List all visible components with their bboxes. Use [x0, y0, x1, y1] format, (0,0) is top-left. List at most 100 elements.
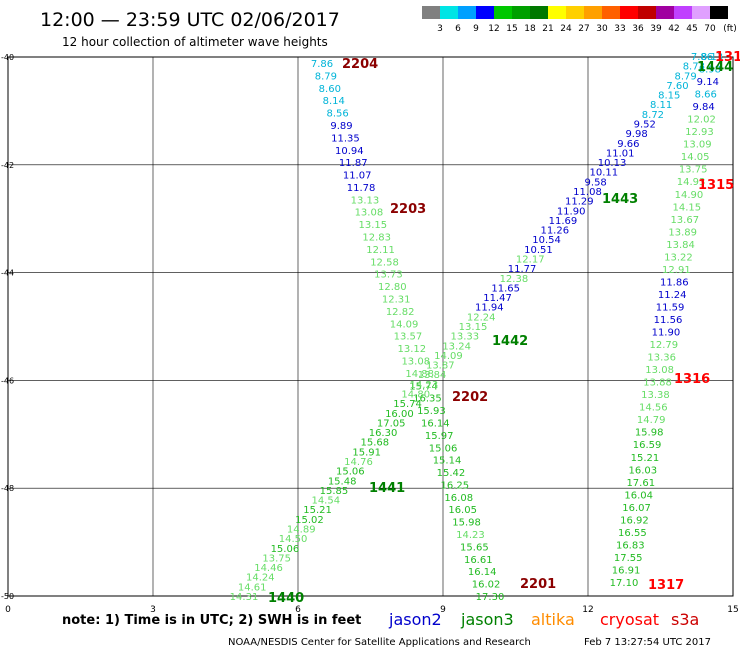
wave-height-value: 11.69	[549, 216, 578, 227]
wave-height-value: 11.35	[331, 133, 360, 144]
wave-height-value: 9.14	[697, 77, 719, 88]
wave-height-value: 14.88	[405, 369, 434, 380]
wave-height-value: 13.15	[459, 322, 488, 333]
pass-label: 1443	[602, 192, 638, 207]
pass-label: 1442	[492, 334, 528, 349]
legend-label: 36	[632, 24, 644, 34]
wave-height-value: 9.52	[634, 120, 656, 131]
grid-lines	[8, 57, 733, 596]
x-tick-label: 9	[440, 605, 446, 615]
legend-label: 12	[488, 24, 499, 34]
wave-height-value: 16.30	[369, 428, 398, 439]
wave-height-points: 7.868.798.608.148.569.8911.3510.9411.871…	[230, 52, 723, 603]
legend-swatch	[692, 6, 710, 19]
wave-height-value: 15.06	[336, 467, 365, 478]
wave-height-value: 7.86	[311, 59, 333, 70]
legend-label: 39	[650, 24, 662, 34]
x-tick-label: 15	[727, 605, 738, 615]
wave-height-value: 15.06	[429, 443, 458, 454]
wave-height-value: 11.24	[658, 290, 687, 301]
satellite-name-altika: altika	[531, 610, 575, 629]
wave-height-value: 14.05	[681, 152, 710, 163]
wave-height-value: 8.56	[326, 109, 348, 120]
wave-height-value: 15.98	[635, 428, 664, 439]
wave-height-value: 12.38	[500, 274, 529, 285]
legend-swatch	[602, 6, 620, 19]
chart-title: 12:00 — 23:59 UTC 02/06/2017	[40, 9, 340, 31]
wave-height-value: 13.84	[418, 370, 447, 381]
pass-label: 1440	[268, 591, 304, 606]
wave-height-value: 16.35	[413, 394, 442, 405]
wave-height-value: 14.90	[675, 190, 704, 201]
wave-height-value: 8.73	[683, 62, 705, 73]
legend-label: 18	[524, 24, 536, 34]
wave-height-value: 12.93	[685, 127, 714, 138]
pass-label: 2204	[342, 57, 378, 72]
pass-label: 131	[715, 50, 740, 65]
wave-height-value: 11.94	[475, 303, 504, 314]
legend-label: 3	[437, 24, 443, 34]
footer-credit: NOAA/NESDIS Center for Satellite Applica…	[228, 637, 531, 648]
legend-label: 9	[473, 24, 479, 34]
pass-label: 2201	[520, 577, 556, 592]
wave-height-value: 8.60	[319, 84, 341, 95]
legend-swatch	[710, 6, 728, 19]
y-tick-label: -42	[1, 161, 14, 170]
wave-height-value: 11.78	[347, 183, 376, 194]
legend-label: 21	[542, 24, 553, 34]
wave-height-value: 13.67	[670, 215, 699, 226]
wave-height-value: 14.23	[410, 380, 439, 391]
wave-height-value: 12.82	[386, 307, 415, 318]
wave-height-value: 16.14	[468, 567, 497, 578]
wave-height-value: 9.58	[585, 177, 607, 188]
wave-height-value: 14.56	[639, 403, 668, 414]
legend-swatch	[656, 6, 674, 19]
wave-height-value: 9.66	[617, 139, 639, 150]
legend-swatch	[476, 6, 494, 19]
wave-height-value: 11.26	[540, 226, 569, 237]
wave-height-value: 14.09	[390, 319, 419, 330]
wave-height-value: 8.79	[675, 71, 697, 82]
wave-height-value: 15.97	[425, 431, 454, 442]
wave-height-value: 16.55	[618, 528, 647, 539]
wave-height-value: 14.24	[246, 573, 275, 584]
legend-label: 30	[596, 24, 608, 34]
wave-height-value: 15.48	[328, 476, 357, 487]
wave-height-value: 13.22	[664, 252, 693, 263]
wave-height-value: 11.29	[565, 197, 594, 208]
legend-label: 27	[578, 24, 589, 34]
wave-height-value: 16.00	[385, 409, 414, 420]
wave-height-value: 12.83	[362, 233, 391, 244]
wave-height-value: 11.59	[656, 302, 685, 313]
wave-height-value: 15.91	[352, 447, 381, 458]
wave-height-value: 12.11	[366, 245, 395, 256]
wave-height-value: 11.47	[483, 293, 512, 304]
legend-label: (ft)	[723, 24, 737, 34]
wave-height-value: 12.79	[649, 340, 678, 351]
wave-height-value: 8.11	[650, 100, 672, 111]
chart-subtitle: 12 hour collection of altimeter wave hei…	[62, 35, 328, 49]
wave-height-value: 15.93	[417, 406, 446, 417]
wave-height-value: 12.91	[662, 265, 691, 276]
wave-height-value: 15.98	[452, 518, 481, 529]
x-tick-label: 6	[295, 605, 301, 615]
legend-swatch	[458, 6, 476, 19]
legend-label: 45	[686, 24, 697, 34]
legend-swatch	[638, 6, 656, 19]
pass-label: 1444	[697, 60, 733, 75]
wave-height-value: 11.90	[652, 328, 681, 339]
satellite-name-jason3: jason3	[460, 610, 514, 629]
wave-height-value: 14.46	[254, 563, 283, 574]
wave-height-value: 13.89	[668, 227, 697, 238]
wave-height-value: 14.61	[238, 582, 267, 593]
wave-height-value: 14.23	[456, 530, 485, 541]
wave-height-value: 9.89	[330, 121, 352, 132]
wave-height-value: 8.14	[323, 96, 345, 107]
wave-height-value: 15.68	[361, 438, 390, 449]
wave-height-value: 11.90	[557, 206, 586, 217]
wave-height-value: 14.31	[230, 592, 259, 603]
wave-height-value: 14.09	[434, 351, 463, 362]
wave-height-value: 16.59	[633, 440, 662, 451]
wave-height-value: 16.05	[448, 505, 477, 516]
wave-height-value: 16.83	[616, 540, 645, 551]
